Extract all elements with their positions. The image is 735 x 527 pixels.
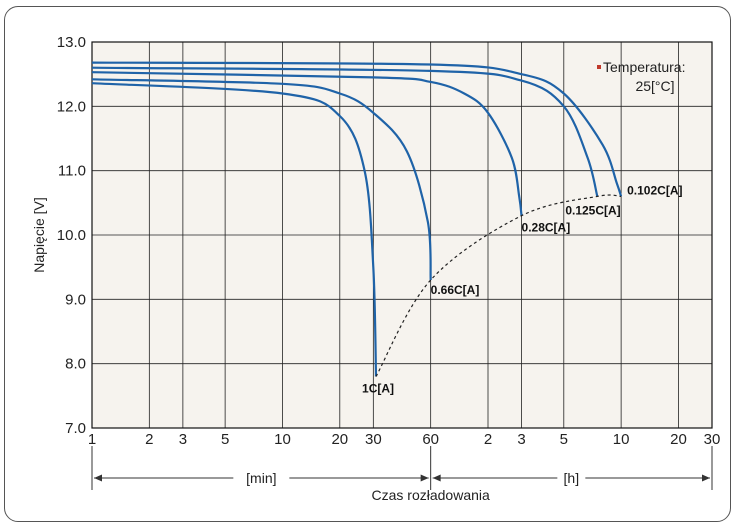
curve-label: 1C[A] [362, 382, 394, 396]
y-tick-label: 12.0 [57, 98, 86, 115]
unit-min-label: [min] [246, 470, 276, 486]
curves [91, 61, 623, 377]
curve-label: 0.125C[A] [565, 203, 620, 217]
plot-border [91, 41, 713, 429]
x-tick-label-h: 30 [704, 431, 721, 448]
x-tick-label-h: 10 [613, 431, 630, 448]
curve-label: 0.28C[A] [522, 221, 571, 235]
x-tick-label-h: 2 [484, 431, 492, 448]
temperature-label: Temperatura: [603, 59, 685, 75]
y-tick-label: 13.0 [57, 34, 86, 51]
arrow-head [420, 474, 429, 482]
arrow-head [432, 474, 441, 482]
x-tick-label-min: 2 [145, 431, 153, 448]
discharge-curve [91, 66, 599, 197]
discharge-curve [91, 78, 432, 281]
curve-label: 0.66C[A] [431, 283, 480, 297]
time-unit-row [91, 446, 713, 490]
discharge-curve [91, 61, 623, 197]
annotation-marker [597, 65, 601, 69]
curve-labels: 1C[A] 0.66C[A] 0.28C[A] 0.125C[A] 0.102C[A] [362, 183, 682, 395]
y-tick-labels: 7.0 8.0 9.0 10.0 11.0 12.0 13.0 [57, 34, 86, 437]
x-tick-label-min: 5 [221, 431, 229, 448]
y-tick-label: 10.0 [57, 227, 86, 244]
y-tick-label: 7.0 [65, 420, 86, 437]
y-tick-label: 9.0 [65, 291, 86, 308]
discharge-curve [91, 82, 378, 377]
cutoff-voltage-line [375, 194, 622, 377]
x-tick-label-min: 60 [422, 431, 439, 448]
arrow-head [702, 474, 710, 482]
curve-label: 0.102C[A] [627, 183, 682, 197]
y-axis-label: Napięcie [V] [31, 197, 47, 272]
temperature-value: 25[°C] [635, 78, 674, 94]
x-tick-label-h: 20 [670, 431, 687, 448]
y-tick-label: 8.0 [65, 356, 86, 373]
unit-h-label: [h] [564, 470, 580, 486]
x-tick-label-min: 3 [179, 431, 187, 448]
x-tick-label-min: 1 [88, 431, 96, 448]
x-tick-labels: 1 2 3 5 10 20 30 60 2 3 5 10 20 30 [88, 431, 721, 448]
x-axis-label: Czas rozładowania [372, 487, 490, 503]
x-tick-label-min: 20 [331, 431, 348, 448]
x-tick-label-min: 30 [365, 431, 382, 448]
arrow-head [94, 474, 102, 482]
x-tick-label-min: 10 [274, 431, 291, 448]
y-tick-label: 11.0 [58, 163, 86, 180]
x-tick-label-h: 5 [560, 431, 568, 448]
discharge-curve [91, 71, 523, 216]
x-tick-label-h: 3 [517, 431, 525, 448]
